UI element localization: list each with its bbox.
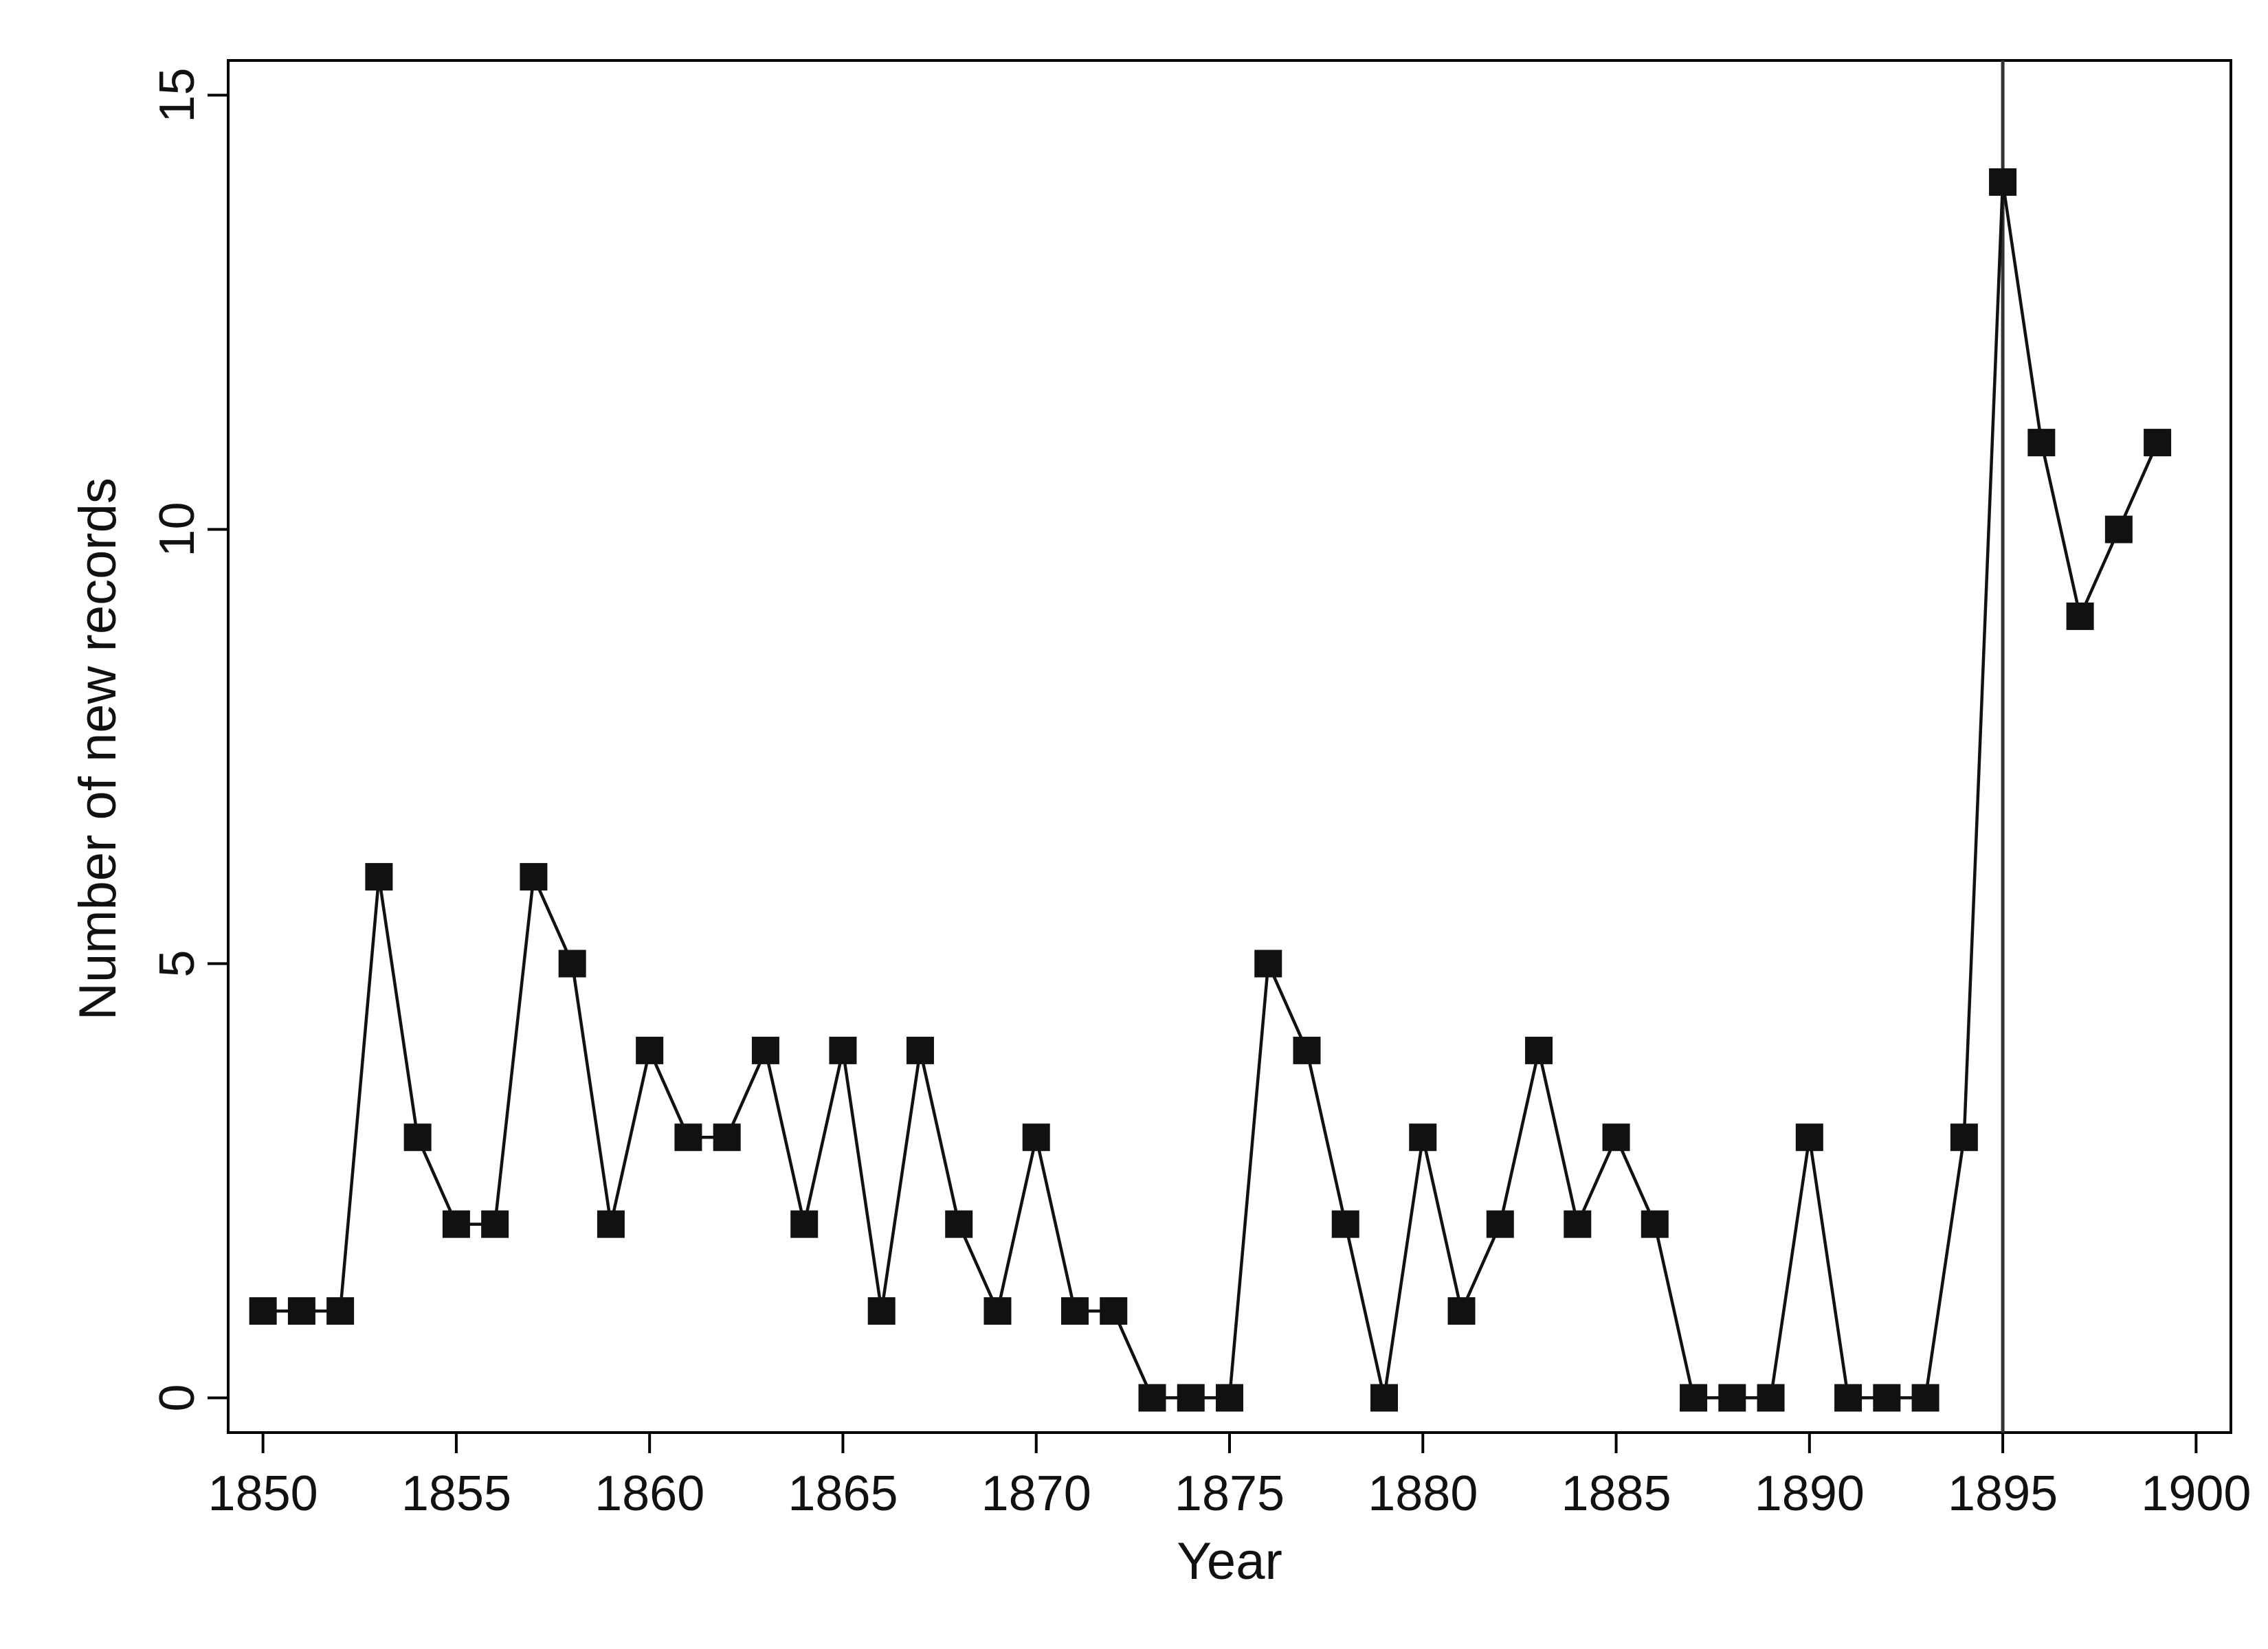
data-point-marker <box>829 1036 857 1064</box>
y-tick-label: 0 <box>150 1384 205 1411</box>
data-point-marker <box>1060 1297 1089 1325</box>
x-tick-label: 1870 <box>981 1466 1091 1521</box>
x-axis: 1850 1855 1860 1865 1870 1875 1880 1885 1890 1895… <box>208 1433 2251 1521</box>
data-point-marker <box>1447 1297 1476 1325</box>
x-axis-title: Year <box>1177 1532 1282 1591</box>
data-point-marker <box>1718 1384 1746 1412</box>
data-point-marker <box>1138 1384 1166 1412</box>
data-point-marker <box>713 1123 741 1152</box>
y-tick-label: 15 <box>150 68 205 123</box>
data-point-marker <box>1254 950 1282 978</box>
data-point-marker <box>1177 1384 1205 1412</box>
series-line <box>263 181 2159 1400</box>
data-point-marker <box>2104 515 2133 543</box>
data-point-marker <box>2066 602 2094 630</box>
data-point-marker <box>1370 1384 1399 1412</box>
x-tick-label: 1860 <box>594 1466 704 1521</box>
data-point-marker <box>1486 1210 1514 1238</box>
y-axis: 0 5 10 15 <box>150 68 228 1411</box>
x-tick-label: 1855 <box>401 1466 511 1521</box>
data-point-marker <box>867 1297 896 1325</box>
data-point-marker <box>1409 1123 1437 1152</box>
data-point-marker <box>442 1210 470 1238</box>
x-tick-label: 1900 <box>2141 1466 2251 1521</box>
data-point-marker <box>1834 1384 1863 1412</box>
y-tick-label: 10 <box>150 502 205 557</box>
data-point-marker <box>1680 1384 1708 1412</box>
data-point-marker <box>751 1036 779 1064</box>
data-point-marker <box>249 1297 277 1325</box>
data-point-marker <box>597 1210 625 1238</box>
x-tick-label: 1885 <box>1561 1466 1671 1521</box>
data-point-marker <box>326 1297 355 1325</box>
data-point-marker <box>520 863 548 891</box>
data-point-marker <box>945 1210 973 1238</box>
data-point-marker <box>1641 1210 1669 1238</box>
data-point-marker <box>1873 1384 1901 1412</box>
data-point-marker <box>1216 1384 1243 1412</box>
data-point-marker <box>636 1036 664 1064</box>
data-point-marker <box>1564 1210 1592 1238</box>
data-point-marker <box>1022 1123 1050 1152</box>
data-point-marker <box>1100 1297 1128 1325</box>
x-tick-label: 1880 <box>1368 1466 1478 1521</box>
y-tick-label: 5 <box>150 950 205 977</box>
data-point-marker <box>1602 1123 1630 1152</box>
data-point-marker <box>1795 1123 1823 1152</box>
x-tick-label: 1850 <box>208 1466 318 1521</box>
x-tick-label: 1895 <box>1948 1466 2058 1521</box>
data-point-marker <box>287 1297 315 1325</box>
y-axis-title: Number of new records <box>69 478 127 1020</box>
data-point-marker <box>1911 1384 1939 1412</box>
data-point-marker <box>906 1036 934 1064</box>
data-point-marker <box>790 1210 819 1238</box>
data-point-marker <box>481 1210 509 1238</box>
data-point-marker <box>2027 429 2056 457</box>
series-markers <box>249 168 2172 1412</box>
data-point-marker <box>1293 1036 1321 1064</box>
data-point-marker <box>674 1123 702 1152</box>
data-point-marker <box>1757 1384 1785 1412</box>
data-point-marker <box>983 1297 1012 1325</box>
data-point-marker <box>1950 1123 1978 1152</box>
x-tick-label: 1890 <box>1755 1466 1865 1521</box>
data-point-marker <box>1989 168 2017 196</box>
data-point-marker <box>1331 1210 1359 1238</box>
plot-frame <box>227 59 2232 1434</box>
data-point-marker <box>558 950 586 978</box>
data-point-marker <box>365 863 393 891</box>
data-point-marker <box>2144 429 2172 457</box>
data-point-marker <box>1525 1036 1553 1064</box>
data-point-marker <box>403 1123 432 1152</box>
x-tick-label: 1865 <box>788 1466 898 1521</box>
x-tick-label: 1875 <box>1175 1466 1285 1521</box>
